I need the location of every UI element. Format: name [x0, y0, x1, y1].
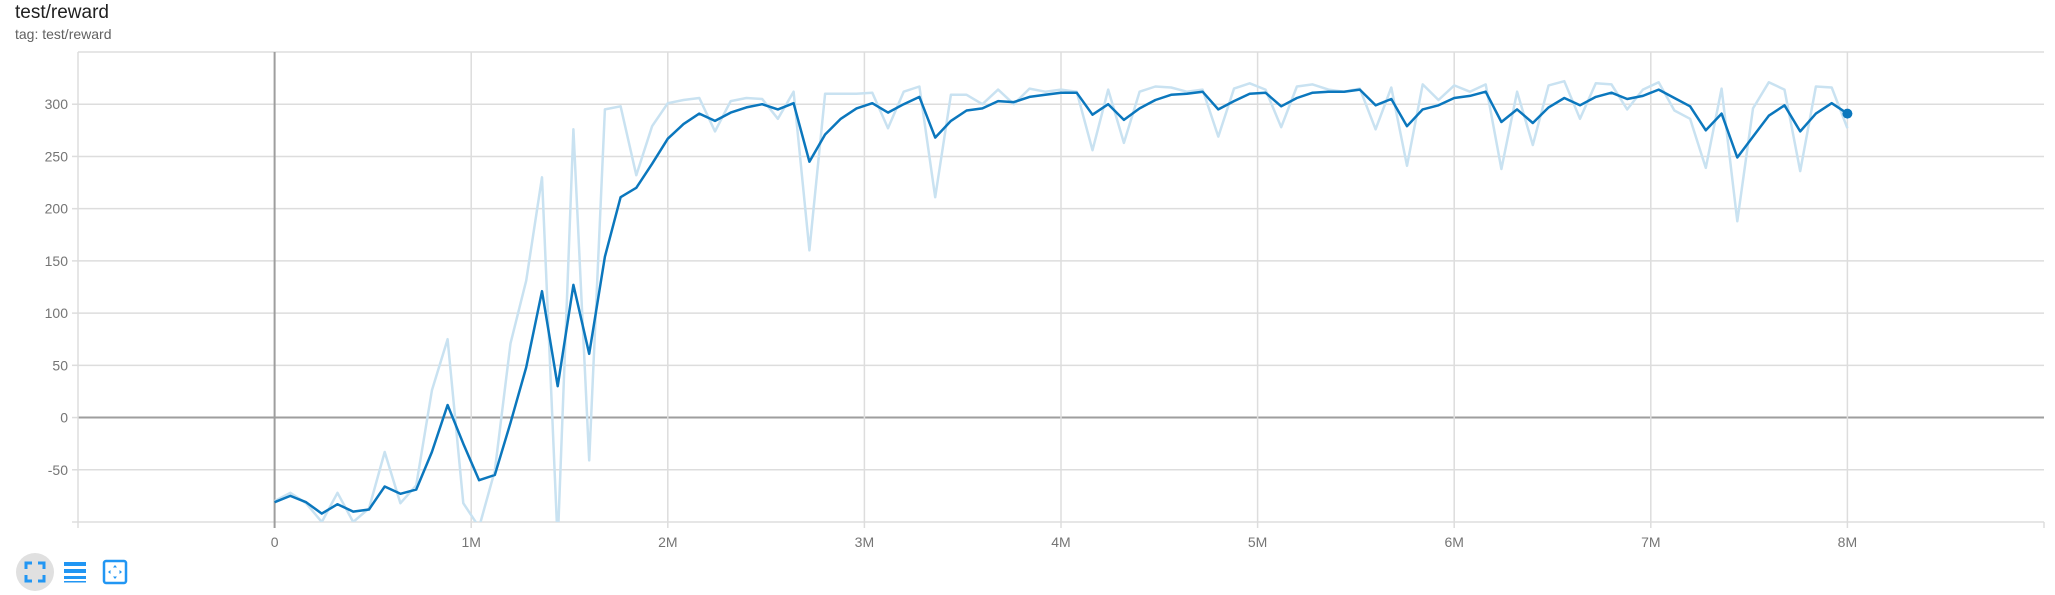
fullscreen-icon — [24, 561, 46, 583]
y-tick-label: 150 — [45, 253, 69, 269]
x-tick-label: 0 — [271, 534, 279, 550]
y-tick-label: 250 — [45, 148, 69, 164]
fullscreen-button[interactable] — [16, 553, 54, 591]
x-tick-label: 5M — [1248, 534, 1267, 550]
last-point-marker — [1842, 108, 1853, 119]
fit-domain-icon — [102, 559, 128, 585]
toggle-log-list-button[interactable] — [56, 553, 94, 591]
grid — [72, 51, 2045, 528]
smoothed-series-line — [274, 88, 1849, 515]
x-tick-label: 3M — [855, 534, 874, 550]
y-tick-label: 100 — [45, 305, 69, 321]
x-tick-label: 7M — [1641, 534, 1660, 550]
y-tick-label: 0 — [60, 410, 68, 426]
x-tick-label: 8M — [1838, 534, 1857, 550]
series-lines — [274, 79, 1849, 522]
y-tick-label: 50 — [52, 357, 68, 373]
x-tick-label: 4M — [1051, 534, 1070, 550]
y-tick-label: -50 — [48, 462, 68, 478]
fit-domain-button[interactable] — [96, 553, 134, 591]
y-tick-label: 300 — [45, 96, 69, 112]
y-tick-label: 200 — [45, 201, 69, 217]
series-points — [1842, 108, 1853, 119]
chart-tag: tag: test/reward — [15, 26, 112, 42]
x-tick-label: 6M — [1444, 534, 1463, 550]
chart-title: test/reward — [15, 2, 109, 23]
x-tick-label: 2M — [658, 534, 677, 550]
x-tick-label: 1M — [461, 534, 480, 550]
raw-series-line — [274, 79, 1849, 522]
tick-labels: 0 1M 2M 3M 4M 5M 6M 7M 8M -50 0 50 100 150 200 250 300 — [45, 96, 1857, 550]
toggle-log-list-icon — [64, 562, 86, 583]
